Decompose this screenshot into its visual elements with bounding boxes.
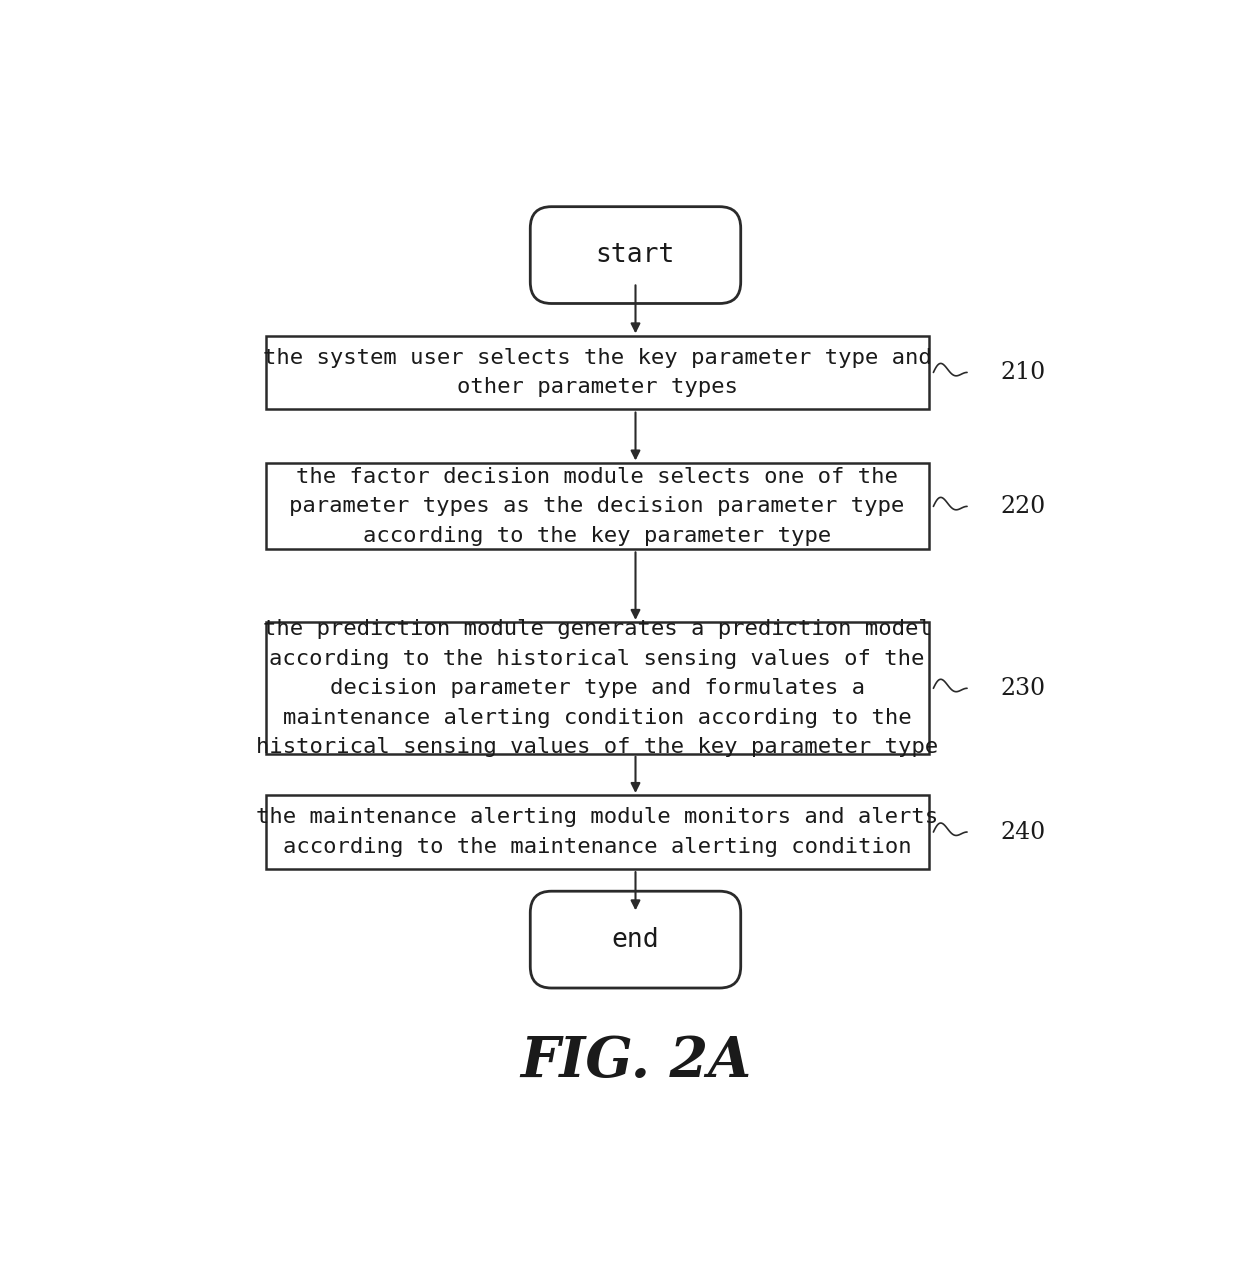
Bar [265,335,929,409]
Bar [265,795,929,869]
Text: end: end [611,927,660,952]
Text: 240: 240 [1001,820,1045,843]
FancyBboxPatch shape [531,892,740,988]
Text: the system user selects the key parameter type and
other parameter types: the system user selects the key paramete… [263,348,931,398]
Text: the prediction module generates a prediction model
according to the historical s: the prediction module generates a predic… [255,618,939,757]
Text: 230: 230 [1001,677,1045,700]
Bar [265,464,929,550]
Text: 220: 220 [1001,495,1045,518]
Text: 210: 210 [1001,361,1045,384]
Bar [265,622,929,754]
Text: FIG. 2A: FIG. 2A [520,1034,751,1090]
Text: the factor decision module selects one of the
parameter types as the decision pa: the factor decision module selects one o… [289,467,905,546]
Text: start: start [595,243,676,268]
FancyBboxPatch shape [531,207,740,304]
Text: the maintenance alerting module monitors and alerts
according to the maintenance: the maintenance alerting module monitors… [255,808,939,857]
